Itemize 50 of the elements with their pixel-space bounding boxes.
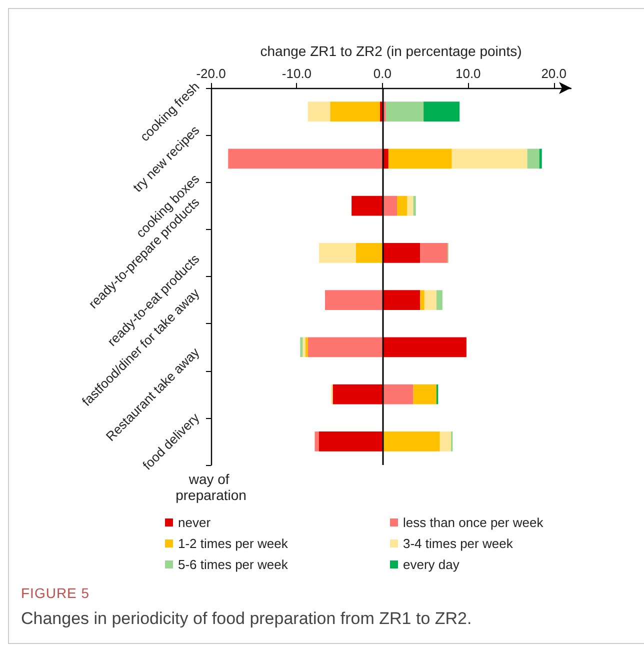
bar	[397, 196, 408, 216]
bar	[332, 384, 382, 404]
bar	[308, 337, 382, 358]
x-tick-label: -20.0	[196, 66, 226, 81]
bar	[325, 290, 382, 310]
bar	[356, 243, 382, 263]
x-tick-label: 0.0	[373, 66, 392, 81]
bar	[352, 196, 382, 216]
x-axis-title: change ZR1 to ZR2 (in percentage points)	[260, 43, 522, 59]
x-tick-label: 10.0	[455, 66, 481, 81]
x-tick-label: -10.0	[282, 66, 312, 81]
text: Changes in periodicity of food preparation from ZR1 to ZR2.	[21, 609, 473, 629]
bar	[319, 243, 356, 263]
bar	[305, 337, 308, 358]
bar	[382, 290, 420, 310]
bar	[386, 102, 424, 122]
legend-label: 1-2 times per week	[178, 536, 288, 551]
y-axis-title: way of preparation	[176, 471, 246, 503]
bar	[420, 243, 448, 263]
bar	[407, 196, 414, 216]
x-tick-label: 20.0	[541, 66, 567, 81]
bar	[300, 337, 303, 358]
bar	[228, 148, 382, 169]
legend-label: never	[178, 515, 212, 530]
bar	[308, 102, 330, 122]
bar	[302, 337, 306, 358]
bar	[527, 148, 540, 169]
bar	[382, 337, 466, 358]
legend-label: 3-4 times per week	[403, 536, 514, 551]
bar	[382, 432, 440, 452]
bar	[413, 384, 436, 404]
bar	[330, 102, 380, 122]
bar	[424, 290, 436, 310]
legend-label: every day	[403, 557, 460, 572]
bar	[452, 148, 528, 169]
bar	[539, 148, 542, 169]
legend-label: less than once per week	[403, 515, 544, 530]
legend-label: 5-6 times per week	[178, 557, 288, 572]
bar	[380, 102, 382, 122]
bar	[319, 432, 382, 452]
bar	[420, 290, 424, 310]
bar	[424, 102, 460, 122]
bar	[388, 148, 452, 169]
bar	[382, 384, 414, 404]
bar	[436, 290, 442, 310]
bar	[382, 243, 420, 263]
bar	[440, 432, 451, 452]
text: FIGURE 5	[21, 585, 91, 601]
bar	[413, 196, 416, 216]
bar	[314, 432, 319, 452]
